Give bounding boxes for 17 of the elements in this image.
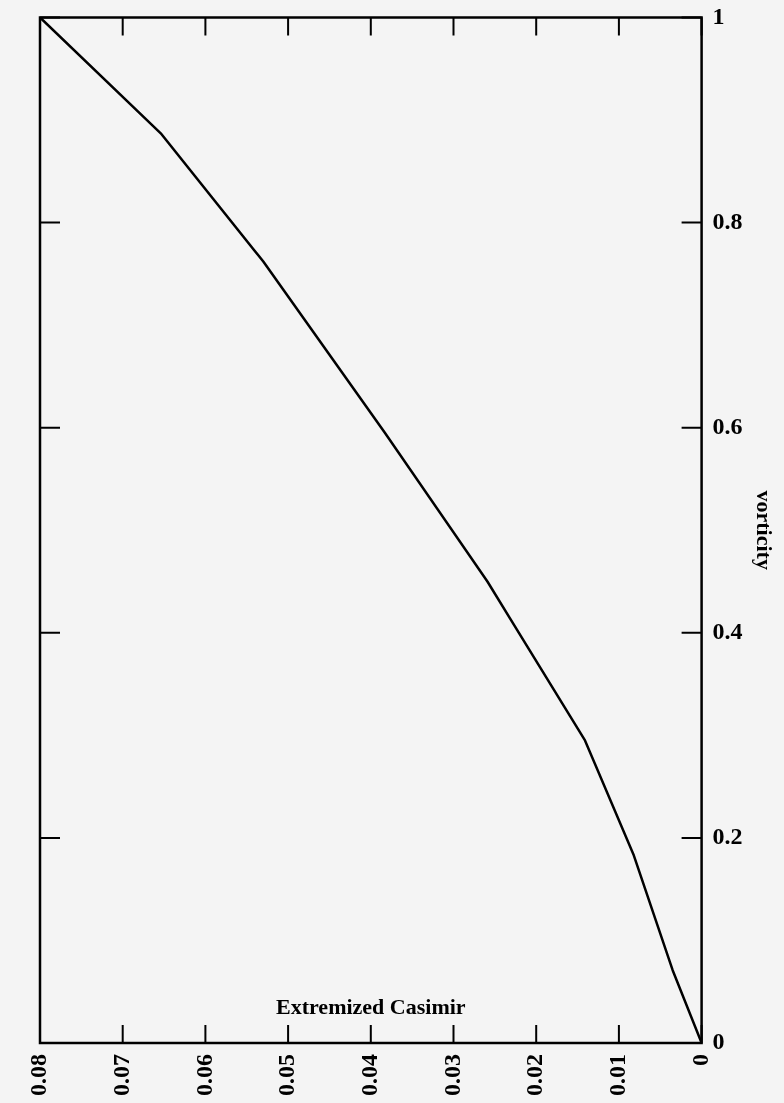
y-tick-label: 0.6 (712, 412, 743, 439)
x-tick-label: 0.02 (521, 1054, 548, 1096)
y-tick-label: 0.8 (712, 207, 743, 234)
x-tick-label: 0 (686, 1054, 713, 1066)
x-axis-title: Extremized Casimir (276, 993, 466, 1019)
x-tick-label: 0.07 (107, 1054, 134, 1096)
y-tick-label: 1 (712, 2, 725, 29)
x-tick-label: 0.01 (604, 1054, 631, 1096)
y-tick-label: 0.4 (712, 617, 743, 644)
x-tick-label: 0.03 (438, 1054, 465, 1096)
x-tick-label: 0.04 (356, 1054, 382, 1096)
x-tick-label: 0.08 (25, 1054, 52, 1096)
x-tick-label: 0.05 (273, 1054, 300, 1096)
y-tick-label: 0.2 (712, 823, 743, 850)
y-axis-title: vorticity (752, 490, 778, 570)
x-tick-label: 0.06 (190, 1054, 217, 1096)
y-tick-label: 0 (712, 1028, 725, 1055)
